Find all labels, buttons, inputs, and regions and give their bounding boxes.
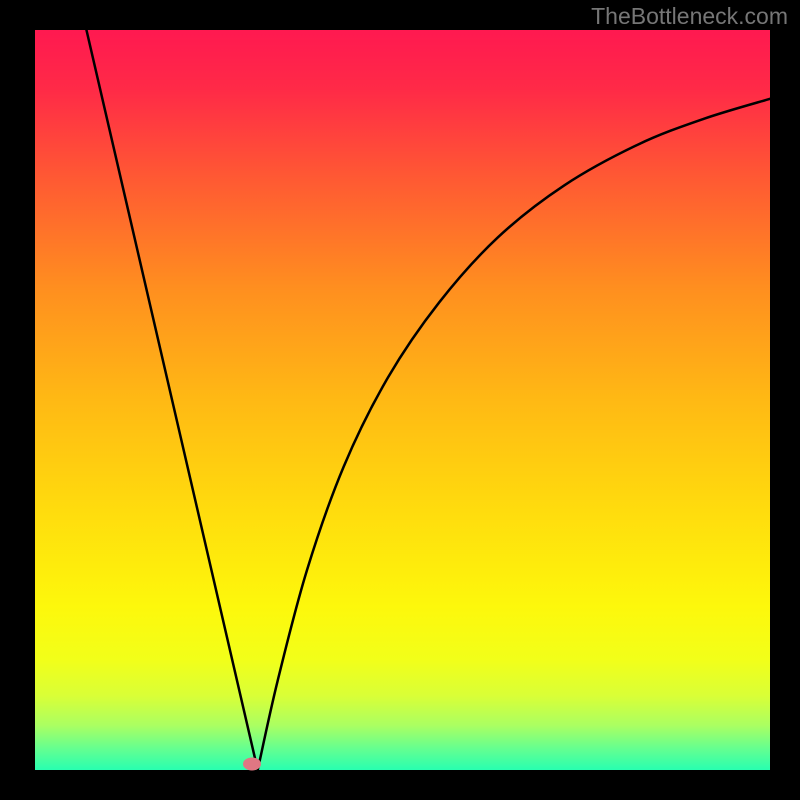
minimum-marker <box>243 758 261 771</box>
curve-svg <box>35 30 770 770</box>
chart-container: TheBottleneck.com <box>0 0 800 800</box>
watermark-text: TheBottleneck.com <box>591 3 788 30</box>
plot-area <box>35 30 770 770</box>
curve-path <box>86 30 770 770</box>
